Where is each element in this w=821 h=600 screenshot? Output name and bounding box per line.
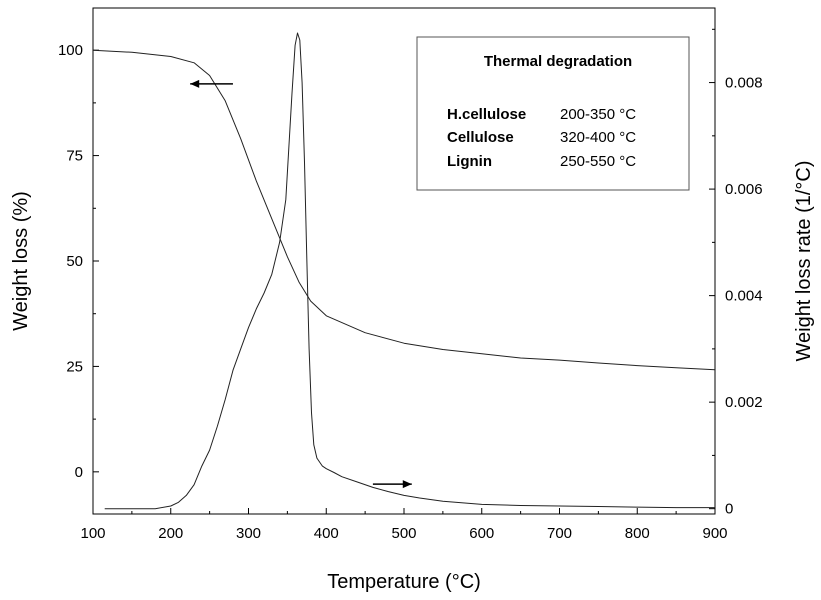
x-tick-label: 100 bbox=[80, 525, 105, 542]
arrow-left-annotation bbox=[190, 79, 233, 88]
y-right-tick-label: 0.004 bbox=[725, 288, 763, 305]
x-tick-label: 200 bbox=[158, 525, 183, 542]
x-tick-label: 700 bbox=[547, 525, 572, 542]
y-right-tick-label: 0.006 bbox=[725, 181, 763, 198]
x-tick-label: 500 bbox=[391, 525, 416, 542]
y-right-tick-label: 0 bbox=[725, 501, 733, 518]
arrow-head bbox=[190, 79, 200, 88]
arrow-head bbox=[402, 480, 412, 489]
y-left-tick-label: 25 bbox=[66, 358, 83, 375]
x-tick-label: 600 bbox=[469, 525, 494, 542]
legend-row-name: Lignin bbox=[447, 153, 492, 170]
x-tick-label: 400 bbox=[314, 525, 339, 542]
y-axis-left-title: Weight loss (%) bbox=[10, 191, 32, 331]
y-right-tick-label: 0.002 bbox=[725, 394, 763, 411]
legend-title: Thermal degradation bbox=[484, 53, 632, 70]
y-left-tick-label: 0 bbox=[75, 464, 83, 481]
series-layer bbox=[92, 32, 716, 510]
x-tick-label: 800 bbox=[625, 525, 650, 542]
series-line-weight-loss bbox=[92, 49, 716, 371]
legend: Thermal degradation H.cellulose 200-350 … bbox=[416, 36, 690, 191]
legend-row-range: 250-550 °C bbox=[560, 153, 636, 170]
x-tick-label: 300 bbox=[236, 525, 261, 542]
x-axis-title: Temperature (°C) bbox=[327, 571, 481, 593]
y-axis-right-title: Weight loss rate (1/°C) bbox=[793, 160, 815, 361]
legend-row-range: 200-350 °C bbox=[560, 106, 636, 123]
y-left-tick-label: 50 bbox=[66, 253, 83, 270]
x-tick-label: 900 bbox=[702, 525, 727, 542]
arrow-right-annotation bbox=[372, 480, 412, 489]
axis-ticks: 100 200 300 400 500 600 700 800 900 0 25 50 75 100 0 0.… bbox=[58, 28, 763, 542]
y-left-tick-label: 100 bbox=[58, 42, 83, 59]
legend-row-name: Cellulose bbox=[447, 129, 514, 146]
y-left-tick-label: 75 bbox=[66, 148, 83, 165]
annotation-arrows bbox=[190, 79, 412, 489]
legend-box bbox=[416, 36, 690, 191]
legend-row-range: 320-400 °C bbox=[560, 129, 636, 146]
y-right-tick-label: 0.008 bbox=[725, 75, 763, 92]
series-line-weight-loss-rate bbox=[104, 32, 715, 510]
legend-row-name: H.cellulose bbox=[447, 106, 526, 123]
